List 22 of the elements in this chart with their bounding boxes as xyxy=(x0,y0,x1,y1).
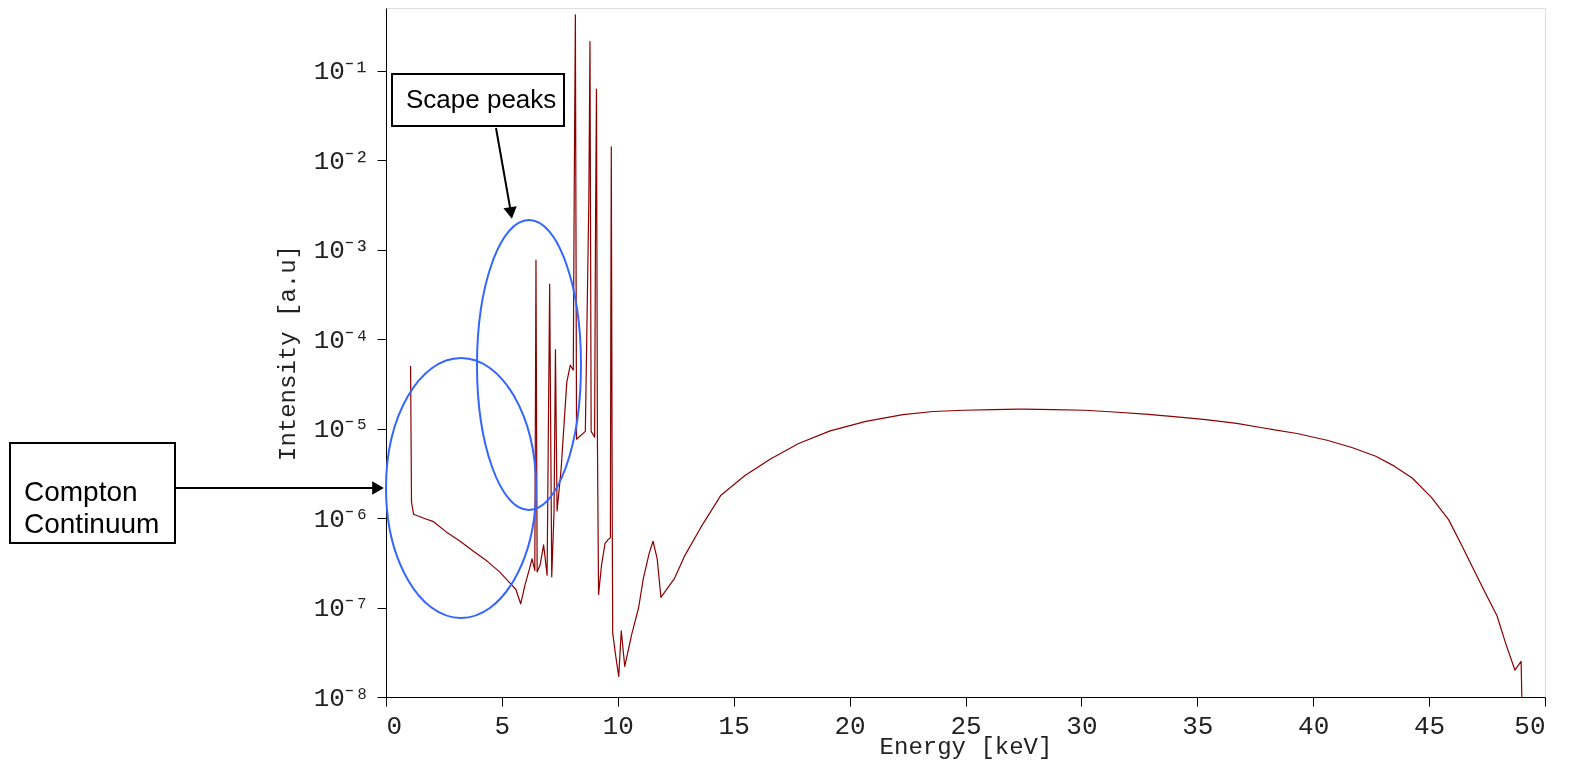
x-tick-label: 40 xyxy=(1298,711,1330,742)
y-tick-label: 10⁻² xyxy=(313,146,370,177)
x-tick-label: 5 xyxy=(494,711,511,742)
y-axis-title: Intensity [a.u] xyxy=(274,244,302,462)
x-tick-label: 30 xyxy=(1066,711,1098,742)
x-tick-label: 0 xyxy=(386,711,403,742)
y-tick-label: 10⁻⁴ xyxy=(313,325,370,356)
x-tick-label: 10 xyxy=(602,711,634,742)
y-tick-label: 10⁻³ xyxy=(313,236,370,267)
y-tick-label: 10⁻⁵ xyxy=(313,415,370,446)
x-tick-label: 45 xyxy=(1413,711,1446,742)
x-tick-label: 35 xyxy=(1182,711,1214,742)
line-series xyxy=(409,14,1523,697)
x-tick-label: 50 xyxy=(1514,711,1546,742)
y-tick-label: 10⁻⁶ xyxy=(313,504,370,535)
y-tick-label: 10⁻⁷ xyxy=(313,594,370,625)
annotation: Scape peaks xyxy=(406,84,557,114)
text: Compton Continuum xyxy=(24,476,160,540)
x-tick-label: 20 xyxy=(834,711,866,742)
x-tick-label: 15 xyxy=(718,711,750,742)
y-tick-label: 10⁻⁸ xyxy=(313,683,370,714)
y-tick-label: 10⁻¹ xyxy=(313,57,370,88)
